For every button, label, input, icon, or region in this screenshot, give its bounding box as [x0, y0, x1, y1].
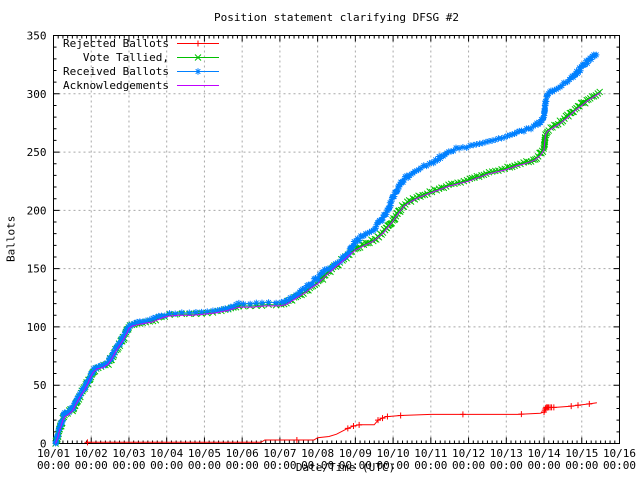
x-tick-label: 10/11: [414, 447, 447, 460]
x-tick-label: 10/09: [339, 447, 372, 460]
x-tick-label: 10/03: [112, 447, 145, 460]
legend-sample-star-icon: [177, 67, 219, 75]
y-tick-label: 100: [27, 321, 47, 334]
major-ticks: [53, 35, 620, 444]
series-markers-0: [84, 400, 593, 446]
minor-ticks: [53, 35, 620, 444]
y-tick-label: 300: [27, 88, 47, 101]
grid-lines: [53, 35, 620, 444]
legend-row-2: Received Ballots: [57, 64, 222, 78]
x-tick-time-label: 00:00: [452, 459, 485, 472]
legend-label: Vote Tallied,: [82, 50, 169, 64]
x-tick-time-label: 00:00: [301, 459, 334, 472]
x-tick-time-label: 00:00: [188, 459, 221, 472]
y-tick-label: 150: [27, 263, 47, 276]
series-line-2: [54, 52, 598, 444]
x-tick-time-label: 00:00: [603, 459, 636, 472]
x-tick-label: 10/16: [603, 447, 636, 460]
x-tick-label: 10/06: [226, 447, 259, 460]
series-line-3: [54, 92, 601, 444]
x-tick-time-label: 00:00: [37, 459, 70, 472]
x-tick-label: 10/05: [188, 447, 221, 460]
legend: Rejected Ballots Vote Tallied, Received Ba…: [57, 36, 222, 92]
x-tick-time-label: 00:00: [527, 459, 560, 472]
series-line-0: [85, 402, 597, 443]
x-tick-time-label: 00:00: [339, 459, 372, 472]
x-tick-time-label: 00:00: [377, 459, 410, 472]
y-tick-label: 0: [40, 438, 47, 451]
x-tick-time-label: 00:00: [150, 459, 183, 472]
legend-sample-cross-icon: [177, 53, 219, 61]
x-tick-label: 10/13: [490, 447, 523, 460]
legend-label: Rejected Ballots: [63, 36, 169, 50]
x-tick-label: 10/12: [452, 447, 485, 460]
x-tick-time-label: 00:00: [112, 459, 145, 472]
x-axis-label: Date/Time (UTC): [295, 461, 396, 474]
x-tick-label: 10/14: [527, 447, 560, 460]
plot-border: [53, 35, 620, 444]
y-tick-label: 50: [33, 379, 46, 392]
x-tick-label: 10/10: [377, 447, 410, 460]
x-tick-time-label: 00:00: [75, 459, 108, 472]
legend-label: Acknowledgements: [63, 78, 169, 92]
legend-sample-none-icon: [177, 84, 219, 86]
y-tick-label: 250: [27, 146, 47, 159]
y-tick-label: 200: [27, 204, 47, 217]
x-tick-label: 10/04: [150, 447, 183, 460]
y-axis-label: Ballots: [4, 215, 18, 263]
x-tick-label: 10/01: [37, 447, 70, 460]
x-tick-label: 10/08: [301, 447, 334, 460]
chart-title: Position statement clarifying DFSG #2: [213, 11, 460, 24]
x-tick-label: 10/07: [263, 447, 296, 460]
legend-label: Received Ballots: [63, 64, 169, 78]
legend-row-3: Acknowledgements: [57, 78, 222, 92]
x-tick-label: 10/15: [565, 447, 598, 460]
x-tick-time-label: 00:00: [226, 459, 259, 472]
legend-row-0: Rejected Ballots: [57, 36, 222, 50]
x-tick-time-label: 00:00: [490, 459, 523, 472]
y-tick-label: 350: [27, 30, 47, 43]
x-tick-time-label: 00:00: [263, 459, 296, 472]
legend-row-1: Vote Tallied,: [57, 50, 222, 64]
legend-sample-plus-icon: [177, 40, 219, 46]
x-tick-time-label: 00:00: [565, 459, 598, 472]
x-tick-label: 10/02: [75, 447, 108, 460]
series-markers-2: [52, 51, 600, 447]
x-tick-time-label: 00:00: [414, 459, 447, 472]
